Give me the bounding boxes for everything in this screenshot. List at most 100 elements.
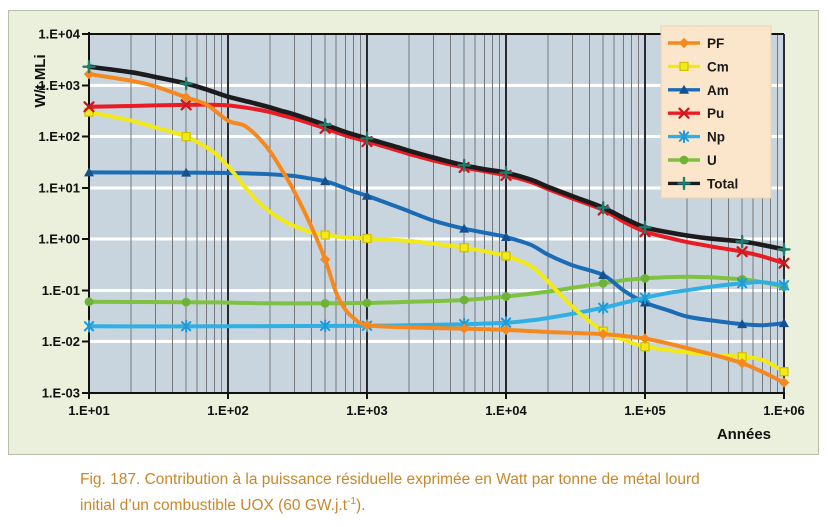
series-marker-am [84,167,94,177]
legend-label-pu: Pu [707,106,724,121]
series-marker-np [678,130,690,144]
series-marker-u [84,297,94,307]
series-markers-am [84,167,789,329]
series-marker-am [320,176,331,186]
series-marker-total [179,76,193,91]
series-marker-total [457,158,471,173]
series-marker-pf [319,254,331,265]
legend-item-np: Np [668,130,725,145]
series-marker-am [779,318,789,328]
series-marker-cm [362,233,372,244]
series-marker-total [360,131,374,146]
series-marker-pf [778,377,790,388]
figure-panel: 1.E+04 1.E+03 1.E+02 1.E+01 1.E+00 1.E-01 1.E-… [8,10,819,455]
series-marker-u [640,273,650,283]
series-line-total [86,64,787,252]
series-marker-total [82,60,96,74]
series-marker-total [596,201,610,215]
series-marker-u [362,298,372,308]
x-tick-label: 1.E+02 [207,403,249,418]
legend-label-np: Np [707,130,725,145]
series-marker-cm [779,367,789,377]
y-tick-label: 1.E-03 [42,386,80,401]
series-marker-u [501,292,511,301]
series-marker-total [677,176,691,191]
series-marker-pf [639,333,651,344]
legend-label-am: Am [707,83,729,98]
chart-root: 1.E+04 1.E+03 1.E+02 1.E+01 1.E+00 1.E-01 1.E-… [38,25,805,418]
series-marker-np [736,276,748,290]
series-marker-np [180,319,192,333]
series-marker-am [598,269,609,279]
series-marker-u [459,295,469,305]
legend-item-total: Total [668,176,738,191]
series-marker-cm [181,131,191,142]
y-tick-label: 1.E+03 [38,78,80,93]
y-tick-label: 1.E-02 [42,334,80,349]
series-marker-pf [500,324,512,336]
series-marker-cm [320,230,330,240]
series-marker-np [639,291,651,305]
caption-superscript: -1 [347,495,356,507]
series-markers-pf [83,68,790,388]
series-marker-am [679,84,689,94]
series-marker-cm [501,251,511,261]
series-marker-pf [458,323,470,334]
series-marker-pf [83,68,95,80]
series-marker-am [362,190,372,200]
series-marker-total [499,165,513,180]
legend-item-pf: PF [668,36,724,51]
legend-item-cm: Cm [668,59,729,74]
chart-svg: 1.E+04 1.E+03 1.E+02 1.E+01 1.E+00 1.E-01 1.E-… [32,25,805,443]
legend-item-u: U [668,153,717,168]
series-marker-u [320,298,330,308]
series-marker-cm [640,342,650,352]
series-markers-np [83,276,790,333]
series-marker-am [737,319,748,329]
legend-label-u: U [707,153,717,168]
series-marker-u [679,155,689,165]
y-tick-label: 1.E+01 [38,180,80,195]
series-marker-u [181,297,191,307]
legend-label-pf: PF [707,36,724,51]
figure-caption: Fig. 187. Contribution à la puissance ré… [80,467,790,519]
series-marker-np [83,319,95,333]
series-marker-u [598,278,608,288]
series-marker-pf [180,92,192,103]
series-marker-pu [678,107,690,119]
series-marker-pu [778,257,790,269]
series-marker-np [597,301,609,315]
series-marker-cm [679,61,689,72]
x-tick-label: 1.E+05 [624,403,666,418]
series-markers-total [82,60,791,257]
series-line-pu [87,102,786,266]
series-marker-pu [83,101,95,113]
caption-line2-end: ). [355,497,366,514]
y-tick-label: 1.E+02 [38,129,80,144]
legend-label-total: Total [707,176,738,191]
caption-line2: initial d’un combustible UOX (60 GW.j.t-… [80,493,790,519]
y-tick-label: 1.E-01 [42,283,80,298]
x-tick-label: 1.E+04 [485,403,527,418]
legend-item-am: Am [668,83,729,98]
y-axis-label: W/t MLi [32,54,49,107]
x-tick-label: 1.E+01 [68,403,110,418]
series-marker-pu [736,246,748,258]
caption-line2-text: initial d’un combustible UOX (60 GW.j.t [80,497,348,514]
series-marker-am [181,167,192,177]
caption-line1: Fig. 187. Contribution à la puissance ré… [80,471,700,488]
series-marker-pf [597,329,609,340]
x-axis-label: Années [717,426,771,443]
series-marker-total [638,220,652,235]
series-marker-am [459,223,470,233]
x-tick-label: 1.E+03 [346,403,388,418]
series-marker-total [318,118,332,132]
legend-item-pu: Pu [668,106,724,121]
series-marker-np [319,319,331,333]
legend-label-cm: Cm [707,59,729,74]
series-marker-total [735,234,749,249]
series-marker-pf [736,358,748,369]
series-marker-pf [678,37,690,49]
series-marker-np [778,278,790,292]
